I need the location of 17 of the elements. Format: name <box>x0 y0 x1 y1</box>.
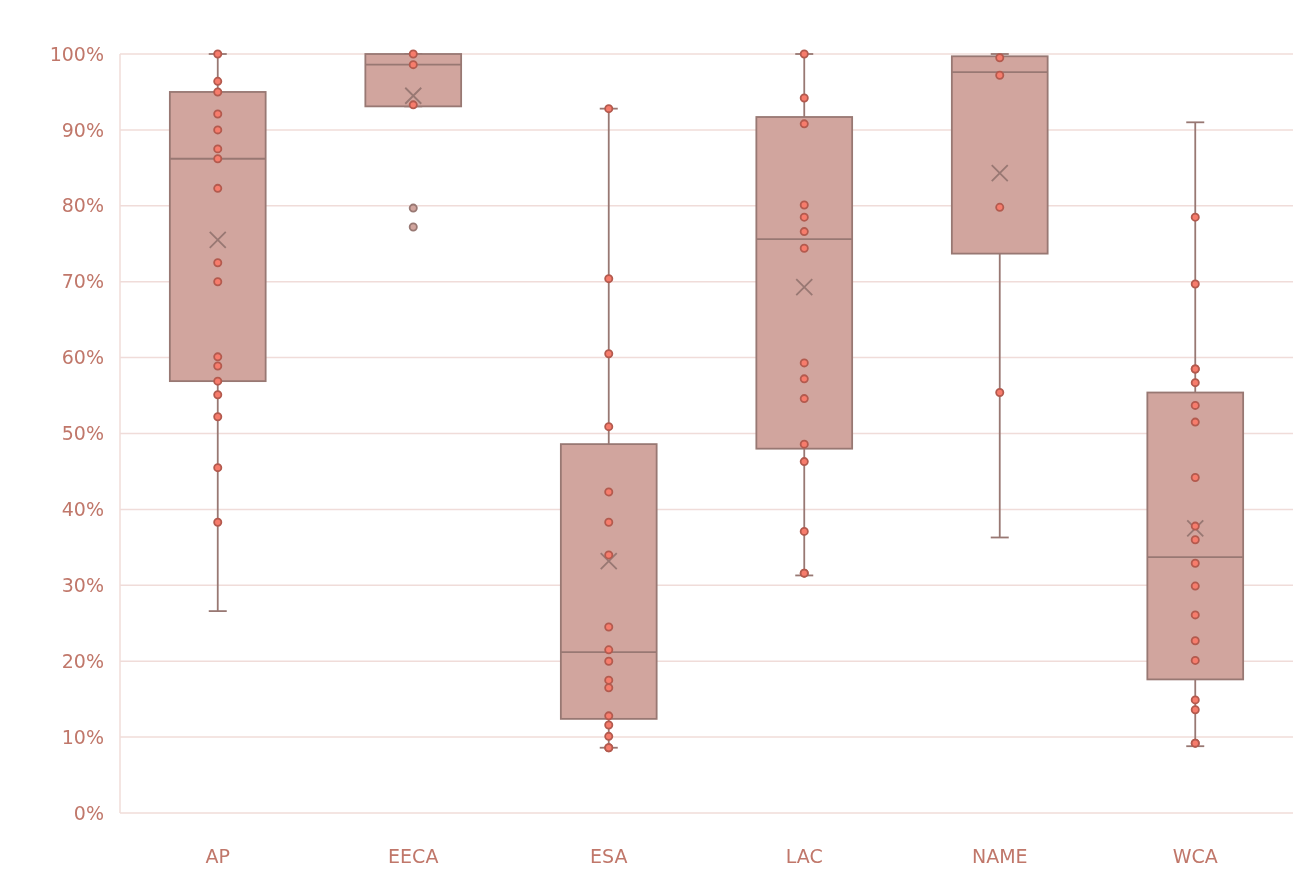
y-tick-label: 40% <box>61 498 104 521</box>
y-tick-label: 100% <box>49 42 104 65</box>
y-tick-label: 0% <box>73 801 104 824</box>
x-tick-label: LAC <box>785 845 823 867</box>
y-tick-label: 70% <box>61 270 104 293</box>
x-tick-label: WCA <box>1172 845 1218 867</box>
x-tick-label: EECA <box>388 845 439 867</box>
x-tick-label: AP <box>205 845 230 867</box>
y-tick-label: 80% <box>61 194 104 217</box>
y-tick-label: 50% <box>61 422 104 445</box>
y-tick-label: 10% <box>61 725 104 748</box>
y-tick-label: 30% <box>61 573 104 596</box>
y-tick-label: 60% <box>61 346 104 369</box>
y-tick-label: 20% <box>61 649 104 672</box>
x-tick-label: NAME <box>971 845 1028 867</box>
x-tick-label: ESA <box>590 845 628 867</box>
y-tick-label: 90% <box>61 118 104 141</box>
